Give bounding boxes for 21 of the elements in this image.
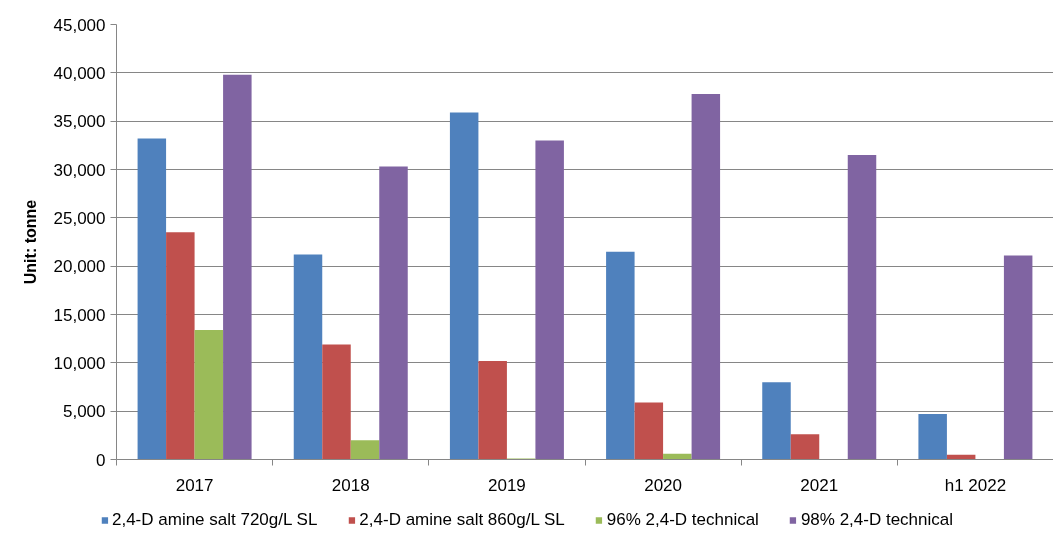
x-tick-label: 2019 xyxy=(488,475,526,495)
y-tick-label: 15,000 xyxy=(53,305,106,325)
y-tick-label: 35,000 xyxy=(53,112,106,132)
y-tick-label: 10,000 xyxy=(53,353,106,373)
x-tick-label: 2017 xyxy=(175,475,214,495)
legend-label: 2,4-D amine salt 720g/L SL xyxy=(111,509,318,530)
x-tick-label: 2021 xyxy=(800,475,839,495)
legend-label: 2,4-D amine salt 860g/L SL xyxy=(359,509,565,530)
x-tick-label: h1 2022 xyxy=(944,475,1007,495)
y-tick-label: 0 xyxy=(96,450,106,470)
x-tick-label: 2020 xyxy=(644,475,682,495)
y-tick-label: 30,000 xyxy=(53,160,106,180)
y-tick-label: 20,000 xyxy=(53,257,106,277)
y-tick-label: 25,000 xyxy=(53,208,106,228)
legend-label: 98% 2,4-D technical xyxy=(800,509,954,530)
legend-label: 96% 2,4-D technical xyxy=(606,509,759,530)
y-tick-label: 40,000 xyxy=(53,63,106,83)
y-tick-label: 5,000 xyxy=(62,402,106,422)
x-tick-label: 2018 xyxy=(331,475,370,495)
y-axis-title: Unit: tonne xyxy=(21,199,39,285)
y-tick-label: 45,000 xyxy=(53,15,106,35)
